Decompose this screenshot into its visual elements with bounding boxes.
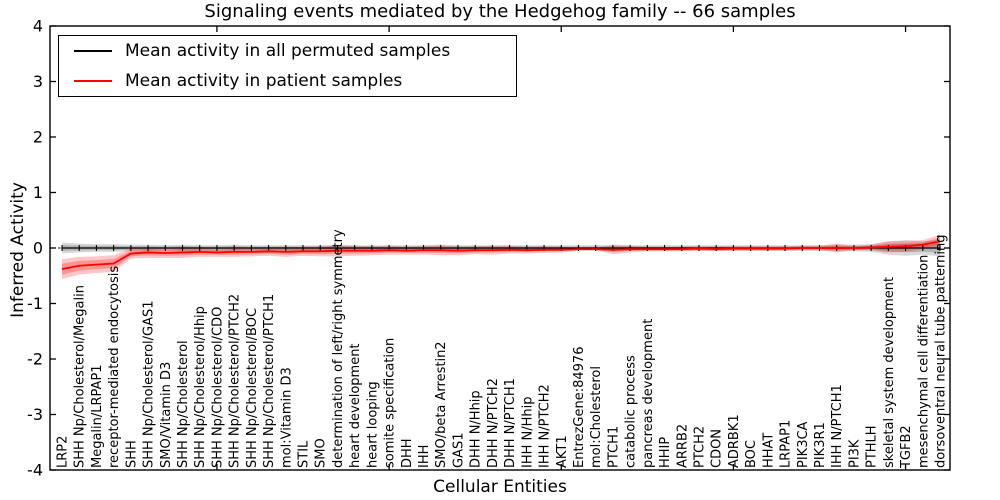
- y-tick-label: 2: [33, 128, 43, 147]
- x-tick-label: SHH: [124, 440, 139, 468]
- x-tick-label: receptor-mediated endocytosis: [107, 266, 122, 468]
- x-tick-label: IHH N/PTCH2: [538, 384, 553, 468]
- x-tick-label: EntrezGene:84976: [572, 347, 587, 468]
- y-tick-label: 4: [33, 17, 43, 36]
- legend-label-permuted: Mean activity in all permuted samples: [125, 41, 451, 62]
- x-tick-label: TGFB2: [899, 425, 914, 469]
- x-tick-label: HHIP: [658, 437, 673, 468]
- x-tick-label: SHH Np/Cholesterol/BOC: [245, 308, 260, 468]
- x-tick-label: determination of left/right symmetry: [331, 229, 346, 468]
- x-tick-label: mol:Cholesterol: [589, 366, 604, 468]
- patient-band: [62, 234, 940, 280]
- x-tick-label: Megalin/LRPAP1: [90, 364, 105, 468]
- y-tick-label: 1: [33, 183, 43, 202]
- legend-label-patient: Mean activity in patient samples: [125, 70, 403, 91]
- x-tick-label: PI3K: [847, 439, 862, 468]
- x-tick-label: DHH: [400, 438, 415, 468]
- y-tick-label: 3: [33, 72, 43, 91]
- x-tick-label: SMO: [314, 438, 329, 468]
- x-tick-label: IHH: [417, 445, 432, 468]
- x-tick-label: STIL: [297, 440, 312, 468]
- y-tick-label: 0: [33, 239, 43, 258]
- x-tick-label: PIK3CA: [796, 421, 811, 468]
- legend: Mean activity in all permuted samples Me…: [58, 35, 517, 97]
- x-tick-label: SMO/beta Arrestin2: [434, 341, 449, 468]
- x-tick-label: pancreas development: [641, 319, 656, 468]
- x-tick-label: ARRB2: [675, 424, 690, 468]
- y-tick-label: -1: [27, 294, 43, 313]
- legend-entry-patient: Mean activity in patient samples: [59, 67, 516, 95]
- y-axis-label: Inferred Activity: [8, 182, 28, 318]
- x-tick-label: SHH Np/Cholesterol: [176, 340, 191, 468]
- x-tick-label: DHH N/PTCH2: [486, 378, 501, 468]
- x-tick-label: SHH Np/Cholesterol/PTCH1: [262, 294, 277, 468]
- x-tick-label: PIK3R1: [813, 422, 828, 468]
- y-tick-label: -2: [27, 350, 43, 369]
- x-tick-label: heart looping: [365, 381, 380, 468]
- y-tick-label: -3: [27, 405, 43, 424]
- x-tick-label: HHAT: [761, 433, 776, 468]
- patient-line-swatch: [74, 79, 112, 82]
- x-tick-label: somite specification: [383, 338, 398, 468]
- x-tick-label: PTCH2: [692, 426, 707, 468]
- patient-mean-line: [61, 240, 941, 270]
- x-tick-label: SMO/Vitamin D3: [159, 362, 174, 468]
- x-tick-label: GAS1: [451, 433, 466, 469]
- x-tick-label: CDON: [710, 429, 725, 468]
- x-tick-label: SHH Np/Cholesterol/GAS1: [142, 300, 157, 468]
- x-tick-label: AKT1: [555, 435, 570, 468]
- x-tick-label: IHH N/Hhip: [520, 397, 535, 469]
- x-tick-label: skeletal system development: [882, 277, 897, 468]
- x-tick-label: SHH Np/Cholesterol/Megalin: [73, 285, 88, 468]
- x-tick-label: DHH N/PTCH1: [503, 378, 518, 468]
- x-tick-label: LRPAP1: [779, 420, 794, 468]
- x-axis-label: Cellular Entities: [433, 477, 567, 497]
- x-tick-label: dorsoventral neural tube patterning: [934, 235, 949, 468]
- x-tick-label: ADRBK1: [727, 414, 742, 468]
- x-tick-label: mol:Vitamin D3: [279, 367, 294, 468]
- x-tick-label: PTCH1: [606, 426, 621, 468]
- permuted-line-swatch: [74, 50, 112, 53]
- x-tick-label: mesenchymal cell differentiation: [916, 255, 931, 468]
- x-tick-label: PTHLH: [865, 425, 880, 468]
- x-tick-label: SHH Np/Cholesterol/CDO: [210, 307, 225, 468]
- y-tick-label: -4: [27, 461, 43, 480]
- x-tick-label: LRP2: [56, 436, 71, 468]
- x-tick-label: catabolic process: [624, 355, 639, 468]
- x-tick-label: SHH Np/Cholesterol/Hhip: [193, 306, 208, 468]
- x-tick-label: SHH Np/Cholesterol/PTCH2: [228, 294, 243, 468]
- x-tick-label: IHH N/PTCH1: [830, 384, 845, 468]
- chart-title: Signaling events mediated by the Hedgeho…: [204, 1, 796, 22]
- x-tick-label: DHH N/Hhip: [469, 390, 484, 468]
- x-tick-label: heart development: [348, 343, 363, 468]
- x-tick-label: BOC: [744, 440, 759, 468]
- legend-entry-permuted: Mean activity in all permuted samples: [59, 37, 516, 65]
